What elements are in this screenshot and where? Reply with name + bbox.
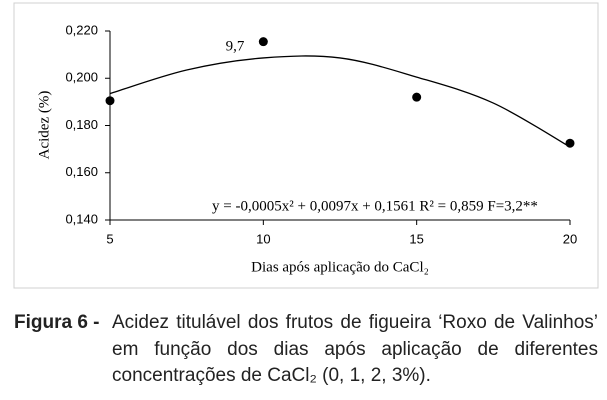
x-axis-label: Dias após aplicação do CaCl₂ <box>251 259 429 275</box>
data-point <box>412 92 422 102</box>
y-tick-label: 0,180 <box>65 117 98 132</box>
y-tick-label: 0,200 <box>65 70 98 85</box>
y-tick-label: 0,140 <box>65 211 98 226</box>
annotation: 9,7 <box>226 38 245 54</box>
trend-line <box>109 55 571 148</box>
chart: Dias após aplicação do CaCl₂ Acidez (%) … <box>13 2 599 289</box>
data-point <box>105 96 115 106</box>
equation: y = -0,0005x² + 0,0097x + 0,1561 R² = 0,… <box>212 198 538 214</box>
caption-text: Acidez titulável dos frutos de figueira … <box>112 312 598 386</box>
data-point <box>565 138 575 148</box>
caption: Figura 6 - Acidez titulável dos frutos d… <box>14 310 598 390</box>
chart-frame <box>13 2 599 289</box>
x-tick-label: 15 <box>409 231 423 246</box>
x-tick-label: 5 <box>106 231 113 246</box>
data-point <box>258 37 268 47</box>
x-tick-label: 20 <box>563 231 577 246</box>
y-tick-label: 0,220 <box>65 22 98 37</box>
y-tick-label: 0,160 <box>65 164 98 179</box>
x-tick-label: 10 <box>256 231 270 246</box>
y-axis-label: Acidez (%) <box>36 91 52 160</box>
caption-label: Figura 6 - <box>14 312 100 333</box>
